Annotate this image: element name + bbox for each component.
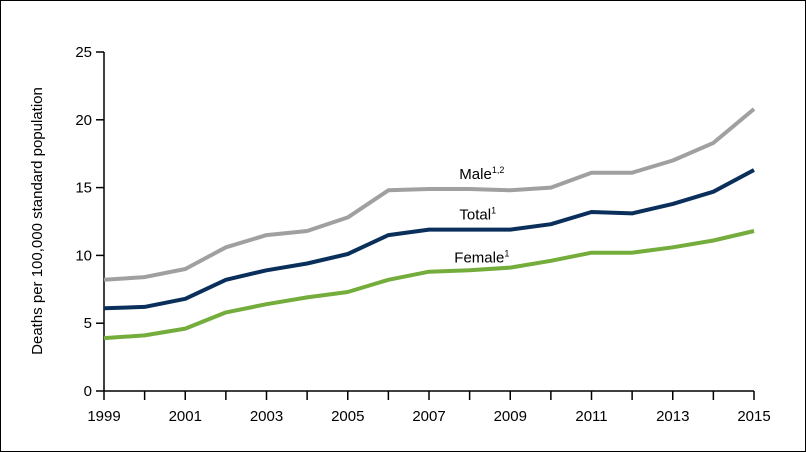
series-line-male (103, 107, 756, 282)
series-label-total: Total1 (459, 206, 496, 224)
series-label-superscript: 1 (491, 206, 496, 216)
series-label-superscript: 1 (504, 248, 509, 258)
series-label-male: Male1,2 (459, 165, 504, 183)
series-line-female (103, 229, 755, 341)
x-tick-label: 2007 (412, 408, 445, 425)
series-lines (103, 107, 756, 341)
y-tick-label: 5 (84, 315, 92, 332)
y-tick-label: 0 (84, 383, 92, 400)
series-labels: Male1,2 Total1 Female1 (454, 165, 509, 266)
y-tick-label: 25 (75, 44, 92, 61)
x-tick-label: 1999 (87, 408, 120, 425)
x-tick-label: 2011 (575, 408, 607, 425)
x-tick-label: 2009 (494, 408, 527, 425)
series-label-superscript: 1,2 (492, 165, 505, 175)
y-tick-label: 10 (75, 247, 92, 264)
x-tick-label: 2001 (169, 408, 202, 425)
x-tick-label: 2015 (737, 408, 770, 425)
y-tick-label: 20 (75, 112, 92, 129)
series-label-female: Female1 (454, 248, 509, 266)
x-tick-label: 2005 (331, 408, 364, 425)
x-tick-label: 2013 (656, 408, 689, 425)
y-tick-label: 15 (75, 180, 92, 197)
x-tick-label: 2003 (250, 408, 283, 425)
axes: 0 5 10 15 20 25 1999 2001 2003 2005 2007 2009 2011 20… (75, 44, 770, 425)
y-axis-title: Deaths per 100,000 standard population (29, 87, 46, 355)
series-line-total (103, 168, 755, 311)
